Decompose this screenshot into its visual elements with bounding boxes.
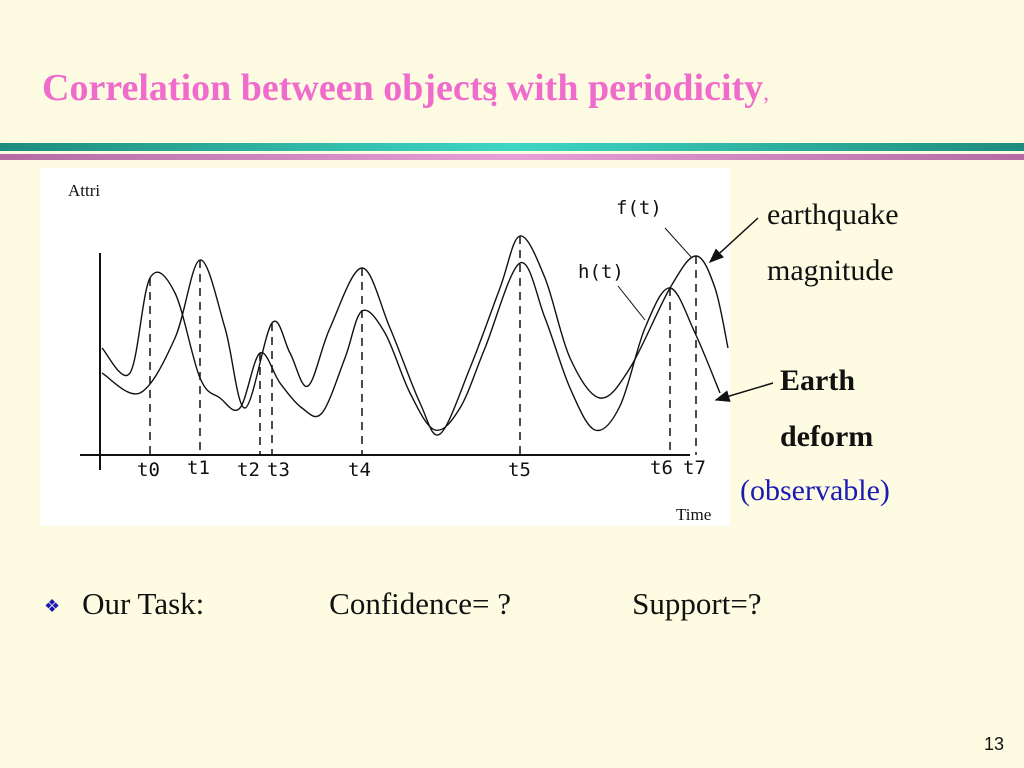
slide-title-suffix: ,	[763, 80, 770, 106]
tick-label-t1: t1	[187, 457, 210, 479]
page-number: 13	[983, 734, 1004, 754]
task-confidence: Confidence= ?	[329, 586, 512, 621]
curve-h	[101, 262, 721, 432]
tick-label-t4: t4	[348, 459, 371, 481]
curve-h-leader	[617, 285, 646, 321]
magnitude-label: magnitude	[767, 254, 894, 287]
diamond-bullet-icon: ❖	[44, 596, 61, 617]
tick-guide-lines	[149, 236, 697, 455]
curve-h-label: h(t)	[578, 261, 624, 283]
title-rule-teal	[0, 143, 1024, 151]
tick-label-t3: t3	[267, 459, 290, 481]
slide-title: Correlation between objects with periodi…	[42, 66, 769, 110]
tick-label-t2: t2	[237, 459, 260, 481]
slide-title-text: Correlation between objects with periodi…	[42, 67, 764, 109]
periodicity-chart: Attri Time t0 t1 t2 t3 t4 t5 t6 t7 f(t) …	[68, 181, 729, 524]
y-axis-label: Attri	[68, 181, 100, 200]
title-rule-pink	[0, 154, 1024, 160]
tick-label-t6: t6	[650, 457, 673, 479]
tick-label-t7: t7	[683, 457, 706, 479]
curve-f	[101, 235, 729, 436]
curve-f-leader	[664, 227, 693, 259]
task-label: Our Task:	[82, 586, 205, 621]
x-axis-label: Time	[676, 505, 711, 524]
deform-label: deform	[780, 420, 874, 453]
curve-f-label: f(t)	[616, 197, 662, 219]
observable-label: (observable)	[740, 474, 890, 507]
task-line: ❖ Our Task: Confidence= ? Support=?	[44, 586, 762, 622]
tick-label-t0: t0	[137, 459, 160, 481]
earth-label: Earth	[780, 364, 855, 397]
tick-label-t5: t5	[508, 459, 531, 481]
task-support: Support=?	[632, 586, 762, 621]
earthquake-label: earthquake	[767, 198, 899, 231]
periodicity-figure: Attri Time t0 t1 t2 t3 t4 t5 t6 t7 f(t) …	[40, 168, 730, 526]
title-exclamation-mark: !	[489, 80, 499, 113]
